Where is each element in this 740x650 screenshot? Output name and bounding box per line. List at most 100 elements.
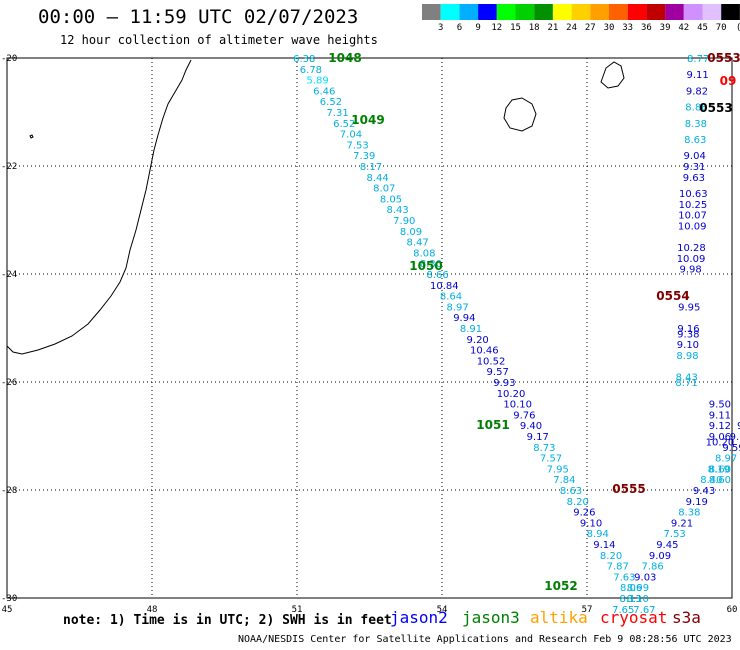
wave-height-value: 8.38 — [685, 119, 707, 130]
madagascar-coastline — [6, 59, 192, 355]
wave-height-value: 8.08 — [413, 248, 435, 259]
map-frame — [6, 57, 733, 599]
colorbar-tick-label: 30 — [604, 23, 615, 33]
wave-height-value: 8.91 — [460, 324, 482, 335]
wave-height-value: 8.13 — [619, 594, 641, 605]
wave-height-value: 9.31 — [683, 162, 705, 173]
satellite-legend-s3a: s3a — [672, 608, 701, 627]
wave-height-value: 9.43 — [693, 486, 715, 497]
wave-height-value: 7.90 — [393, 216, 415, 227]
colorbar-swatch — [646, 4, 666, 20]
wave-height-value: 10.20 — [706, 437, 735, 448]
colorbar-swatch — [478, 4, 497, 20]
colorbar-swatch — [702, 4, 722, 20]
y-tick-label: -28 — [1, 486, 17, 496]
wave-height-value: 9.59 — [722, 443, 740, 454]
wave-height-value: 9.50 — [709, 400, 731, 411]
colorbar-swatch — [534, 4, 553, 20]
wave-height-value: 8.09 — [400, 227, 422, 238]
wave-height-value: 8.66 — [427, 270, 449, 281]
wave-height-value: 9.06 — [709, 432, 731, 443]
x-tick-label: 51 — [292, 605, 303, 615]
x-tick-label: 48 — [147, 605, 158, 615]
wave-height-value: 8.86 — [685, 103, 707, 114]
satellite-legend-jason2: jason2 — [390, 608, 448, 627]
pass-label: 0554 — [656, 289, 689, 303]
pass-label: 0553 — [707, 51, 740, 65]
small-island-coastline — [29, 134, 34, 139]
wave-height-value: 10.20 — [497, 389, 526, 400]
wave-height-value: 9.16 — [677, 324, 699, 335]
wave-height-value: 10.46 — [470, 346, 499, 357]
wave-height-value: 7.65 — [612, 605, 634, 616]
wave-height-value: 7.53 — [664, 529, 686, 540]
colorbar-tick-label: 3 — [438, 23, 443, 33]
wave-height-value: 8.20 — [600, 551, 622, 562]
colorbar-swatch — [422, 4, 441, 20]
wave-height-value: 9.82 — [686, 86, 708, 97]
wave-height-value: 8.63 — [560, 486, 582, 497]
wave-height-value: 9.00 — [730, 432, 740, 443]
wave-height-value: 10.09 — [677, 254, 706, 265]
pass-label: 1048 — [328, 51, 361, 65]
wave-height-value: 6.78 — [300, 65, 322, 76]
reunion-coastline — [503, 97, 537, 132]
wave-height-value: 8.60 — [709, 464, 731, 475]
colorbar-tick-label: 9 — [475, 23, 480, 33]
colorbar-tick-label: 15 — [510, 23, 521, 33]
colorbar-tick-label: 42 — [678, 23, 689, 33]
colorbar-swatch — [496, 4, 516, 20]
wave-height-value: 8.43 — [676, 373, 698, 384]
wave-height-value: 7.53 — [346, 140, 368, 151]
colorbar-tick-label: 36 — [641, 23, 652, 33]
wave-height-value: 5.89 — [306, 76, 328, 87]
pass-label: 0555 — [612, 482, 645, 496]
wave-height-value: 9.63 — [683, 173, 705, 184]
wave-height-value: 8.64 — [440, 292, 462, 303]
colorbar-tick-label: 18 — [529, 23, 540, 33]
wave-height-value: 7.39 — [353, 151, 375, 162]
colorbar-swatch — [665, 4, 684, 20]
y-tick-label: -20 — [1, 54, 17, 64]
colorbar-swatch — [627, 4, 647, 20]
wave-height-value: 9.04 — [684, 151, 706, 162]
wave-height-value: 9.45 — [656, 540, 678, 551]
mauritius-coastline — [600, 61, 625, 89]
x-tick-label: 54 — [437, 605, 448, 615]
wave-height-value: 9.57 — [487, 367, 509, 378]
wave-height-value: 8.97 — [715, 454, 737, 465]
y-tick-label: -30 — [1, 594, 17, 604]
x-tick-label: 60 — [727, 605, 738, 615]
pass-label: 1052 — [544, 579, 577, 593]
wave-height-value: 10.52 — [477, 356, 506, 367]
y-tick-label: -24 — [1, 270, 17, 280]
wave-height-value: 10.25 — [679, 200, 708, 211]
wave-height-value: 8.60 — [709, 475, 731, 486]
footer-note: note: 1) Time is in UTC; 2) SWH is in fe… — [63, 613, 392, 628]
x-tick-label: 45 — [2, 605, 13, 615]
wave-height-value: 9.10 — [580, 518, 602, 529]
wave-height-value: 7.04 — [340, 130, 362, 141]
colorbar-tick-label: 12 — [491, 23, 502, 33]
wave-height-value: 9.12 — [709, 421, 731, 432]
colorbar-tick-label: 33 — [622, 23, 633, 33]
wave-height-value: 8.44 — [366, 173, 388, 184]
y-tick-label: -26 — [1, 378, 17, 388]
colorbar-swatch — [571, 4, 591, 20]
wave-height-value: 8.63 — [684, 135, 706, 146]
wave-height-value: 9.93 — [493, 378, 515, 389]
wave-height-value: 9.03 — [634, 572, 656, 583]
wave-height-value: 9.11 — [686, 70, 708, 81]
pass-label: 09 — [720, 74, 737, 88]
colorbar-tick-label: 24 — [566, 23, 577, 33]
satellite-legend-jason3: jason3 — [462, 608, 520, 627]
wave-height-value: 8.17 — [360, 162, 382, 173]
wave-height-value: 8.99 — [627, 583, 649, 594]
wave-height-value: 8.20 — [567, 497, 589, 508]
wave-height-value: 8.47 — [407, 238, 429, 249]
colorbar-swatch — [721, 4, 740, 20]
wave-height-value: 8.30 — [420, 259, 442, 270]
wave-height-value: 7.63 — [613, 572, 635, 583]
pass-label: 1050 — [409, 259, 442, 273]
